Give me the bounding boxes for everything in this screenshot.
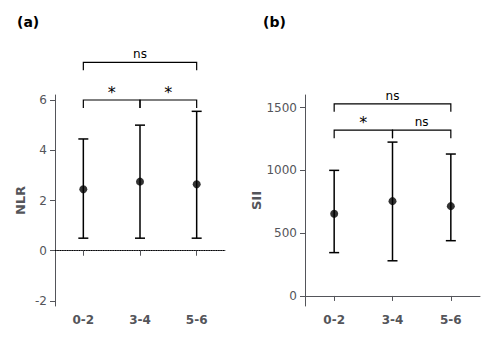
svg-text:0-2: 0-2: [323, 313, 345, 327]
svg-text:ns: ns: [415, 115, 429, 129]
svg-text:(a): (a): [17, 14, 39, 30]
svg-text:*: *: [359, 113, 367, 132]
svg-text:5-6: 5-6: [440, 313, 462, 327]
svg-text:3-4: 3-4: [129, 313, 151, 327]
svg-text:1500: 1500: [266, 101, 297, 115]
svg-text:(b): (b): [263, 14, 286, 30]
svg-text:*: *: [164, 83, 172, 102]
svg-text:*: *: [108, 83, 116, 102]
svg-text:2: 2: [39, 194, 47, 208]
svg-text:5-6: 5-6: [186, 313, 208, 327]
svg-text:-2: -2: [35, 294, 47, 308]
svg-text:NLR: NLR: [13, 186, 28, 215]
svg-text:4: 4: [39, 143, 47, 157]
svg-text:ns: ns: [386, 89, 400, 103]
svg-text:0: 0: [39, 244, 47, 258]
svg-text:6: 6: [39, 93, 47, 107]
svg-text:0-2: 0-2: [72, 313, 94, 327]
svg-text:3-4: 3-4: [382, 313, 404, 327]
svg-text:500: 500: [274, 226, 297, 240]
svg-text:SII: SII: [249, 191, 264, 210]
svg-text:0: 0: [289, 289, 297, 303]
svg-text:1000: 1000: [266, 163, 297, 177]
svg-text:ns: ns: [133, 47, 147, 61]
